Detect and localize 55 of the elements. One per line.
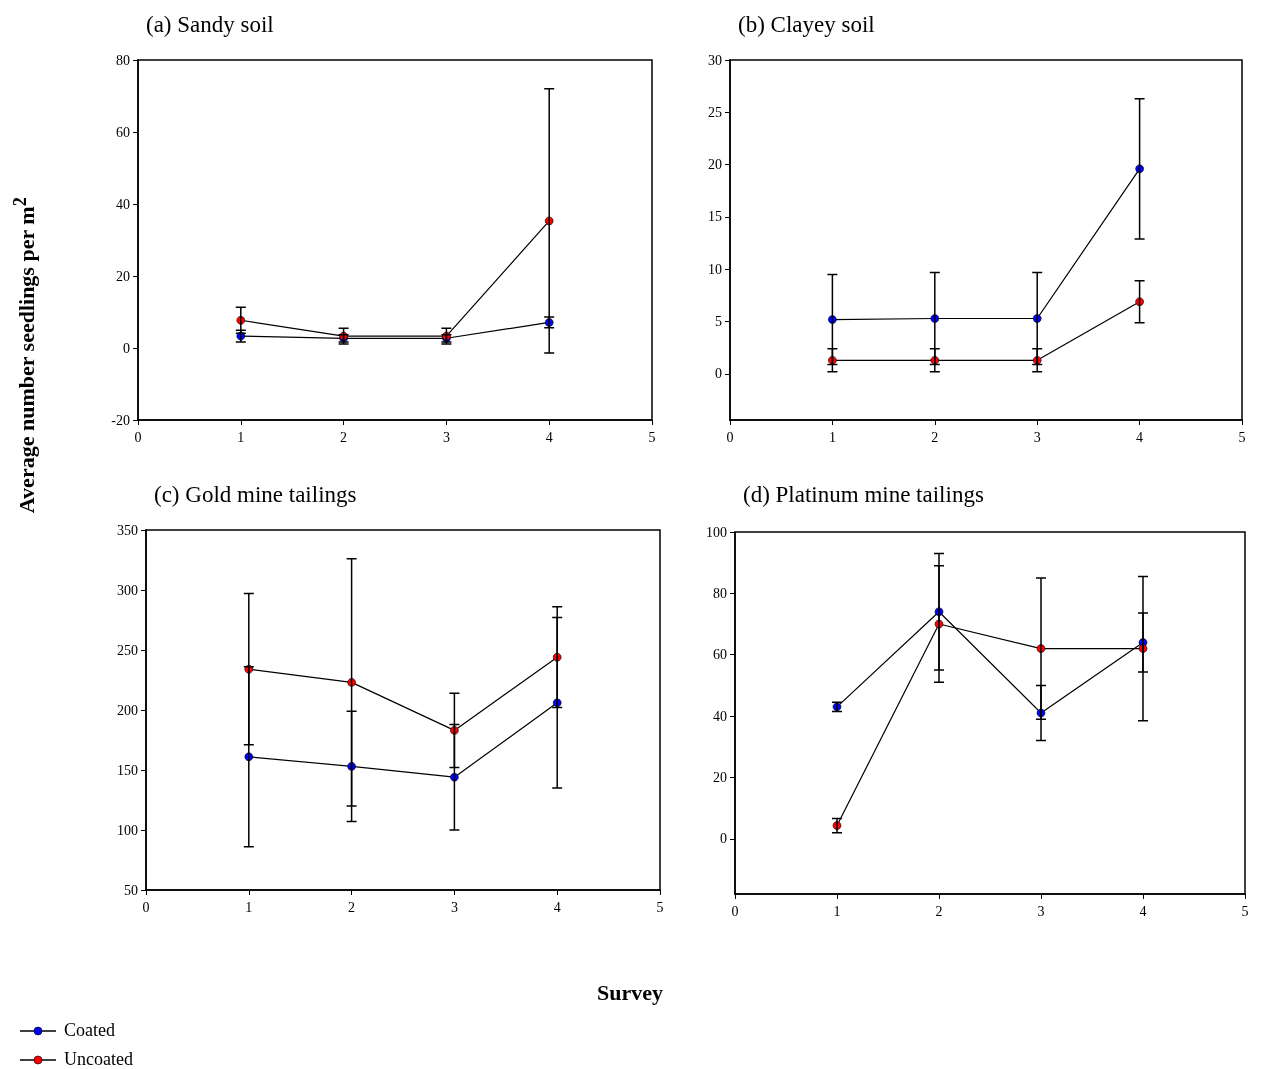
y-tick-label: 300 (117, 582, 138, 598)
y-tick-label: 30 (708, 52, 722, 68)
x-tick-label: 5 (656, 899, 664, 915)
y-tick-label: 20 (116, 268, 130, 284)
y-tick-label: -20 (111, 412, 130, 428)
x-tick-label: 1 (245, 899, 253, 915)
x-tick-label: 2 (340, 429, 348, 445)
y-tick-label: 60 (713, 647, 727, 663)
y-tick-label: 40 (713, 708, 727, 724)
y-tick-label: 40 (116, 196, 130, 212)
x-tick-label: 3 (442, 429, 450, 445)
x-tick-label: 4 (553, 899, 561, 915)
y-tick-label: 50 (124, 882, 138, 898)
chart-title: (d) Platinum mine tailings (743, 482, 984, 508)
y-tick-label: 150 (117, 762, 138, 778)
x-tick-label: 5 (1241, 903, 1249, 919)
x-tick-label: 3 (1033, 429, 1041, 445)
x-tick-label: 3 (1037, 903, 1045, 919)
x-tick-label: 2 (348, 899, 356, 915)
x-tick-label: 2 (935, 903, 943, 919)
legend-label: Uncoated (64, 1049, 133, 1069)
x-tick-label: 1 (828, 429, 836, 445)
y-tick-label: 0 (123, 340, 130, 356)
y-tick-label: 0 (720, 831, 727, 847)
y-tick-label: 100 (117, 822, 138, 838)
x-tick-label: 4 (1136, 429, 1144, 445)
x-tick-label: 4 (1139, 903, 1147, 919)
y-tick-label: 20 (708, 157, 722, 173)
x-tick-label: 5 (648, 429, 656, 445)
y-tick-label: 60 (116, 124, 130, 140)
y-tick-label: 5 (715, 314, 722, 330)
chart-title: (c) Gold mine tailings (154, 482, 357, 508)
legend-label: Coated (64, 1020, 115, 1041)
y-tick-label: 250 (117, 642, 138, 658)
x-tick-label: 1 (237, 429, 245, 445)
y-tick-label: 350 (117, 522, 138, 538)
x-tick-label: 4 (545, 429, 553, 445)
y-tick-label: 0 (715, 366, 722, 382)
chart-title: (b) Clayey soil (738, 12, 875, 38)
x-tick-label: 3 (450, 899, 458, 915)
x-axis-title: Survey (596, 980, 664, 1006)
y-tick-label: 20 (713, 769, 727, 785)
x-tick-label: 5 (1238, 429, 1246, 445)
y-tick-label: 10 (708, 261, 722, 277)
x-tick-label: 0 (142, 899, 150, 915)
y-tick-label: 80 (116, 52, 130, 68)
y-tick-label: 200 (117, 702, 138, 718)
y-tick-label: 80 (713, 585, 727, 601)
x-tick-label: 1 (833, 903, 841, 919)
chart-title: (a) Sandy soil (146, 12, 274, 38)
y-tick-label: 25 (708, 104, 722, 120)
y-tick-label: 100 (706, 524, 727, 540)
y-tick-label: 15 (708, 209, 722, 225)
x-tick-label: 0 (731, 903, 739, 919)
x-tick-label: 2 (931, 429, 939, 445)
